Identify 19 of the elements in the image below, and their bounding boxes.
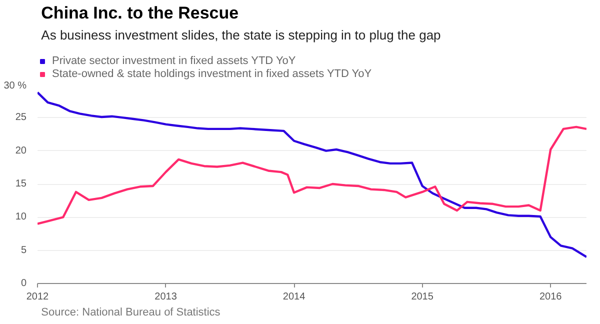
y-tick-label: 25 bbox=[15, 112, 27, 124]
y-tick-label: 15 bbox=[15, 178, 27, 190]
x-tick-label: 2016 bbox=[539, 292, 562, 302]
chart-subtitle: As business investment slides, the state is stepping in to plug the gap bbox=[41, 28, 441, 42]
x-tick-label: 2014 bbox=[282, 292, 306, 302]
y-tick-label: 20 bbox=[15, 145, 27, 156]
chart-title: China Inc. to the Rescue bbox=[41, 4, 239, 22]
y-tick-label: 10 bbox=[15, 212, 27, 223]
line-series bbox=[38, 91, 586, 258]
legend-label: Private sector investment in fixed assets YTD YoY bbox=[52, 55, 296, 67]
line-series bbox=[38, 126, 586, 225]
y-tick-label: 0 bbox=[20, 278, 27, 289]
legend-label: State-owned & state holdings investment in fixed assets YTD YoY bbox=[52, 68, 372, 80]
x-tick-label: 2012 bbox=[26, 292, 50, 302]
y-tick-label: 5 bbox=[20, 244, 27, 256]
y-tick-label: 30 % bbox=[4, 80, 27, 92]
x-tick-label: 2013 bbox=[154, 292, 178, 302]
x-tick-label: 2015 bbox=[411, 292, 434, 302]
source-note: Source: National Bureau of Statistics bbox=[41, 306, 221, 318]
